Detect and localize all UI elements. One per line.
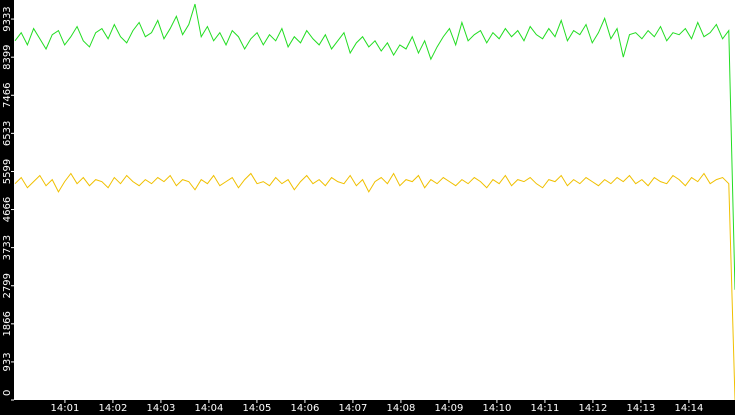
x-tick-label: 14:14 [675, 403, 704, 414]
y-tick-label: 0 [2, 390, 13, 396]
y-tick-label: 9333 [2, 6, 13, 31]
x-axis-band [0, 400, 735, 415]
x-tick-label: 14:11 [531, 403, 560, 414]
y-axis-band [0, 0, 14, 415]
x-tick-label: 14:02 [99, 403, 128, 414]
x-tick-label: 14:12 [579, 403, 608, 414]
x-tick-label: 14:13 [627, 403, 656, 414]
y-tick-label: 6533 [2, 121, 13, 146]
y-tick-label: 2799 [2, 273, 13, 298]
x-tick-label: 14:06 [291, 403, 320, 414]
x-tick-label: 14:03 [147, 403, 176, 414]
x-tick-label: 14:08 [387, 403, 416, 414]
x-tick-label: 14:05 [243, 403, 272, 414]
x-tick-label: 14:01 [51, 403, 80, 414]
y-tick-label: 8399 [2, 44, 13, 69]
x-tick-label: 14:10 [483, 403, 512, 414]
x-tick-label: 14:04 [195, 403, 224, 414]
series-line [14, 3, 735, 290]
y-tick-label: 5599 [2, 159, 13, 184]
x-tick-label: 14:07 [339, 403, 368, 414]
y-tick-label: 4666 [2, 197, 13, 222]
y-tick-label: 933 [2, 352, 13, 371]
y-tick-label: 1866 [2, 311, 13, 336]
x-tick-label: 14:09 [435, 403, 464, 414]
series-line [14, 172, 735, 401]
y-tick-label: 7466 [2, 83, 13, 108]
y-tick-label: 3733 [2, 235, 13, 260]
